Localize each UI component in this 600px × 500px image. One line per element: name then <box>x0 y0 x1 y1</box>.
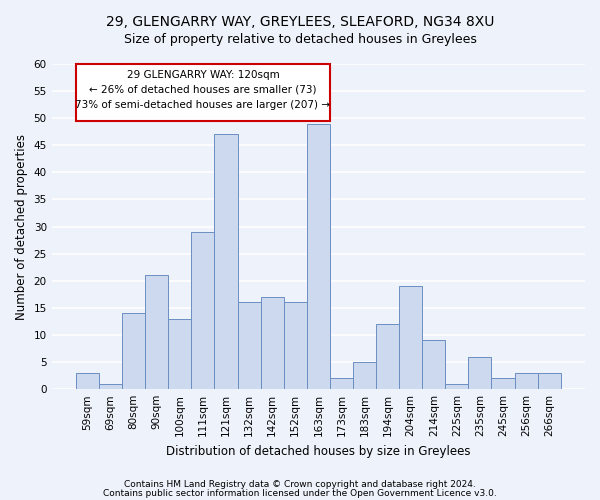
Bar <box>491 378 515 389</box>
Bar <box>76 64 330 121</box>
Bar <box>260 297 284 389</box>
X-axis label: Distribution of detached houses by size in Greylees: Distribution of detached houses by size … <box>166 444 470 458</box>
Bar <box>238 302 260 389</box>
Bar <box>515 373 538 389</box>
Bar <box>376 324 399 389</box>
Bar <box>330 378 353 389</box>
Bar <box>191 232 214 389</box>
Bar <box>399 286 422 389</box>
Text: Size of property relative to detached houses in Greylees: Size of property relative to detached ho… <box>124 32 476 46</box>
Bar <box>469 356 491 389</box>
Bar <box>122 314 145 389</box>
Bar <box>284 302 307 389</box>
Bar <box>353 362 376 389</box>
Text: Contains HM Land Registry data © Crown copyright and database right 2024.: Contains HM Land Registry data © Crown c… <box>124 480 476 489</box>
Bar <box>99 384 122 389</box>
Bar <box>76 373 99 389</box>
Text: Contains public sector information licensed under the Open Government Licence v3: Contains public sector information licen… <box>103 488 497 498</box>
Bar <box>307 124 330 389</box>
Bar <box>422 340 445 389</box>
Bar <box>538 373 561 389</box>
Bar <box>445 384 469 389</box>
Text: 29, GLENGARRY WAY, GREYLEES, SLEAFORD, NG34 8XU: 29, GLENGARRY WAY, GREYLEES, SLEAFORD, N… <box>106 15 494 29</box>
Bar <box>168 318 191 389</box>
Bar <box>214 134 238 389</box>
Y-axis label: Number of detached properties: Number of detached properties <box>15 134 28 320</box>
Text: 29 GLENGARRY WAY: 120sqm
← 26% of detached houses are smaller (73)
73% of semi-d: 29 GLENGARRY WAY: 120sqm ← 26% of detach… <box>76 70 331 110</box>
Bar <box>145 276 168 389</box>
